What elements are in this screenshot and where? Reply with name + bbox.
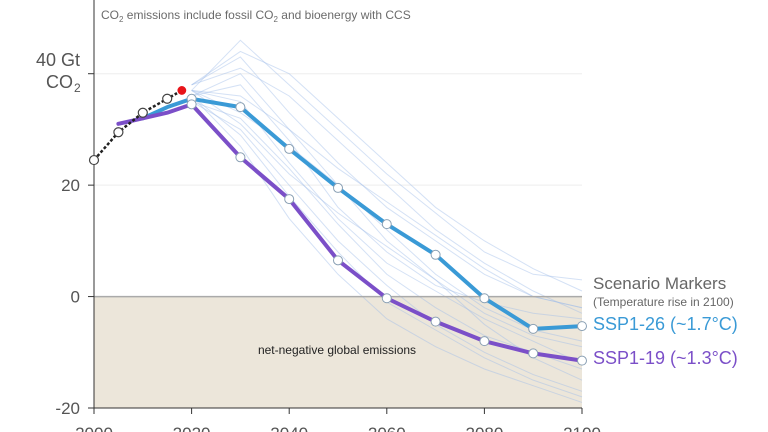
series-line-ssp1-19 (116, 102, 584, 363)
x-tick-label: 2100 (563, 424, 601, 432)
x-tick-label: 2000 (75, 424, 113, 432)
y-tick-label: -20 (55, 399, 80, 418)
series-point (381, 219, 392, 230)
chart-note: CO2 emissions include fossil CO2 and bio… (101, 8, 411, 24)
x-ticks: 2000 2020 2040 2060 2080 2100 (75, 408, 601, 432)
series-point (186, 99, 197, 110)
series-line-ssp1-26 (140, 96, 584, 331)
series-point (528, 323, 539, 334)
background-scenario-line (191, 50, 583, 292)
series-point (577, 321, 587, 332)
x-tick-label: 2080 (465, 424, 503, 432)
background-scenario-line (191, 39, 583, 281)
x-tick-label: 2020 (173, 424, 211, 432)
historical-point (162, 93, 173, 104)
y-tick-label: 20 (61, 176, 80, 195)
series-point (577, 355, 587, 366)
series-point (381, 293, 392, 304)
series-point (528, 348, 539, 359)
scenario-series (116, 93, 587, 366)
y-axis-label-subscript: 2 (74, 81, 81, 95)
background-scenario-line (191, 73, 583, 348)
background-scenario-line (191, 84, 583, 320)
series-point (333, 182, 343, 193)
series-point (235, 102, 246, 113)
legend-title: Scenario Markers (593, 274, 726, 293)
x-tick-label: 2040 (270, 424, 308, 432)
y-axis-label-gas: CO (46, 72, 73, 92)
historical-point (113, 127, 124, 138)
legend-subtitle: (Temperature rise in 2100) (593, 295, 734, 309)
negative-region-label: net-negative global emissions (258, 343, 416, 357)
series-point (284, 194, 295, 205)
background-scenario-line (191, 89, 583, 309)
y-tick-label: 0 (71, 288, 80, 307)
negative-emissions-region (94, 296, 582, 408)
historical-line (93, 89, 183, 161)
series-point (284, 143, 295, 154)
historical-point (88, 154, 100, 166)
series-point (235, 152, 246, 163)
series-point (430, 249, 441, 260)
historical-point (137, 107, 148, 118)
y-axis-label-unit: 40 Gt (36, 50, 80, 70)
x-tick-label: 2060 (368, 424, 406, 432)
background-scenario-line (191, 67, 583, 314)
legend-ssp1-19: SSP1-19 (~1.3°C) (593, 348, 738, 368)
historical-latest-point (176, 84, 188, 97)
series-point (479, 293, 490, 304)
background-scenario-line (191, 56, 583, 309)
y-ticks: 20 0 -20 (55, 73, 94, 418)
legend-ssp1-26: SSP1-26 (~1.7°C) (593, 314, 738, 334)
background-scenario-line (191, 101, 583, 370)
background-scenario-line (191, 101, 583, 392)
series-point (479, 336, 490, 347)
series-point (430, 316, 441, 327)
historical-series (88, 84, 188, 166)
series-point (333, 255, 343, 266)
background-scenario-line (191, 90, 583, 381)
background-scenario-line (191, 89, 583, 342)
